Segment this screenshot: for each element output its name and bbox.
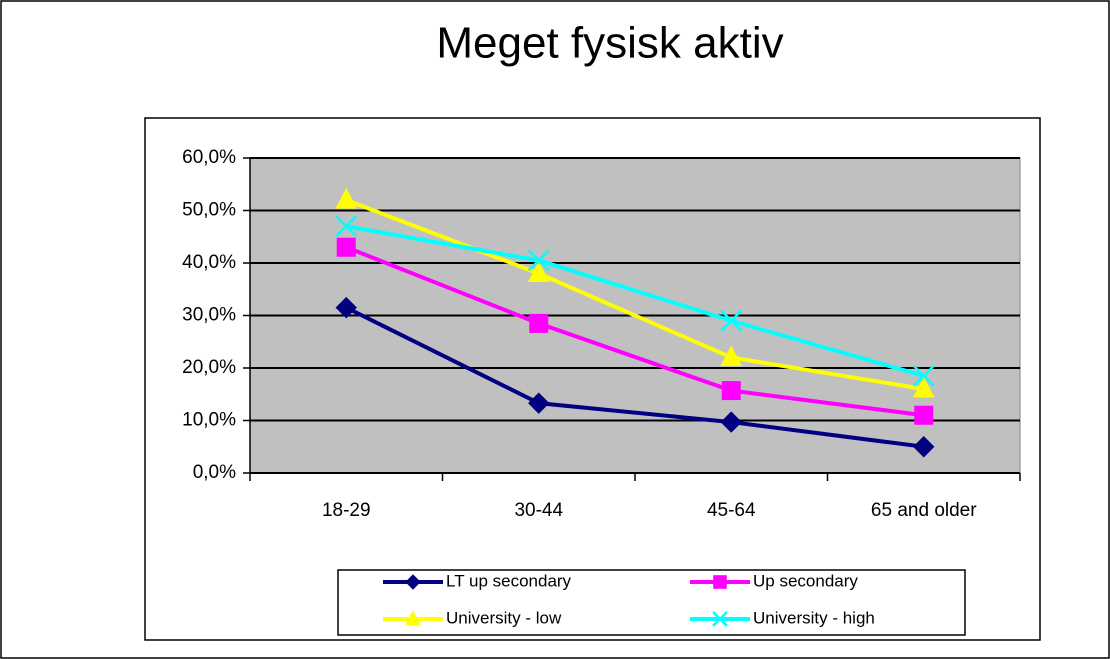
data-point (912, 364, 935, 387)
data-point (527, 261, 550, 282)
series-line (345, 198, 925, 391)
data-point (914, 405, 934, 425)
data-point (912, 376, 935, 398)
legend-label: University - low (446, 608, 562, 627)
y-tick-label: 50,0% (182, 200, 236, 221)
data-point (913, 436, 935, 458)
y-tick-label: 20,0% (182, 357, 236, 378)
legend-marker (712, 611, 728, 627)
data-point (527, 249, 550, 272)
x-tick-label: 18-29 (322, 500, 371, 521)
data-point (720, 309, 743, 332)
y-tick-label: 10,0% (182, 410, 236, 431)
series-line (345, 245, 925, 418)
y-tick-label: 30,0% (182, 305, 236, 326)
legend-marker (713, 575, 727, 589)
y-tick-label: 60,0% (182, 147, 236, 168)
series-line (345, 305, 925, 449)
x-tick-label: 30-44 (514, 500, 563, 521)
data-point (335, 296, 357, 319)
x-tick-label: 45-64 (707, 500, 756, 521)
chart-title: Meget fysisk aktiv (436, 19, 783, 68)
data-point (528, 392, 550, 414)
legend-label: University - high (753, 608, 875, 627)
y-tick-label: 0,0% (193, 462, 236, 483)
x-tick-label: 65 and older (871, 500, 977, 521)
legend-label: Up secondary (753, 571, 858, 590)
data-point (335, 215, 358, 238)
legend-marker (405, 574, 421, 590)
data-point (336, 237, 356, 257)
series-line (345, 224, 925, 378)
data-point (720, 345, 743, 366)
legend-label: LT up secondary (446, 571, 572, 590)
y-tick-label: 40,0% (182, 252, 236, 273)
legend-marker (405, 610, 421, 626)
data-point (720, 411, 742, 433)
data-point (721, 381, 741, 401)
data-point (529, 313, 549, 333)
data-point (335, 187, 358, 209)
